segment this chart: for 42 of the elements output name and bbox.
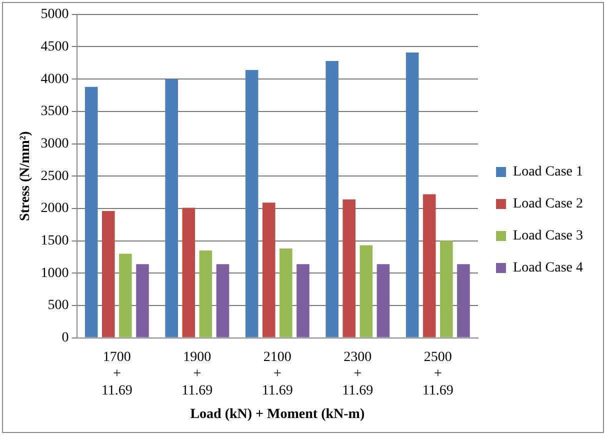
y-tick-label: 2500	[40, 168, 69, 184]
bar	[182, 208, 196, 338]
y-tick-label: 1500	[40, 233, 69, 248]
legend-label: Load Case 4	[513, 260, 584, 276]
y-tick-label: 4000	[40, 72, 69, 87]
bar	[422, 194, 436, 338]
bar	[360, 245, 373, 338]
bar	[457, 264, 470, 338]
y-tick-label: 0	[62, 330, 69, 346]
bar	[440, 240, 453, 338]
bar	[119, 254, 132, 338]
bar	[262, 202, 276, 338]
y-tick-label: 3000	[40, 136, 69, 152]
x-tick-label: 2100 + 11.69	[262, 350, 293, 398]
bar	[136, 264, 149, 338]
x-tick-label: 1700 + 11.69	[101, 350, 132, 398]
bar	[216, 264, 230, 338]
bar	[326, 60, 338, 338]
x-axis-title: Load (kN) + Moment (kN-m)	[190, 407, 365, 422]
y-tick-label: 4500	[40, 39, 69, 54]
bar	[376, 264, 390, 338]
bar	[296, 264, 310, 338]
x-tick-label: 2300 + 11.69	[342, 350, 374, 398]
bar	[165, 79, 178, 338]
y-tick-label: 1000	[40, 266, 69, 281]
legend-label: Load Case 2	[513, 196, 584, 212]
x-tick-label: 2500 + 11.69	[422, 350, 454, 398]
y-tick-label: 500	[48, 298, 69, 314]
bar	[102, 211, 115, 338]
y-tick-label: 3500	[40, 104, 69, 120]
y-axis-title: Stress (N/mm²)	[18, 130, 34, 222]
bar	[406, 52, 419, 338]
legend-label: Load Case 3	[513, 228, 584, 244]
bar	[342, 199, 356, 338]
x-tick-label: 1900 + 11.69	[182, 350, 213, 398]
bar	[280, 248, 292, 338]
bar	[84, 86, 98, 338]
y-tick-label: 2000	[40, 201, 69, 216]
bar	[199, 250, 212, 338]
bar	[245, 70, 258, 338]
legend-label: Load Case 1	[513, 164, 584, 180]
y-tick-label: 5000	[40, 7, 69, 22]
